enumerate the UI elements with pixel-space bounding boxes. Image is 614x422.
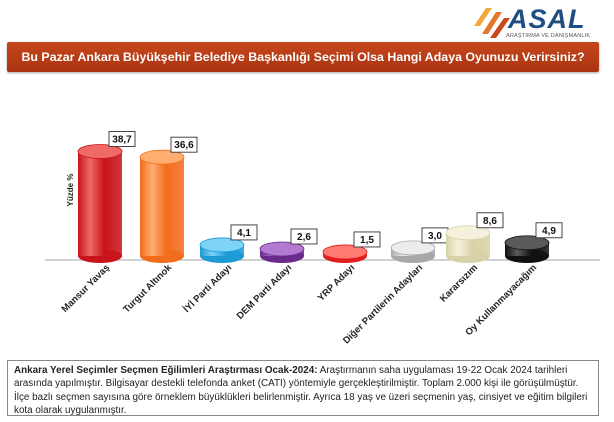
bar-0 — [77, 144, 123, 263]
bar-5 — [390, 240, 436, 263]
category-label-4: YRP Adayı — [316, 262, 357, 303]
bar-7 — [504, 235, 550, 263]
chart-title: Bu Pazar Ankara Büyükşehir Belediye Başk… — [21, 50, 585, 64]
value-label-0: 38,7 — [108, 131, 136, 147]
svg-text:38,7: 38,7 — [112, 135, 132, 146]
category-label-2: İYİ Parti Adayı — [181, 262, 234, 315]
methodology-body: Araştırmanın saha uygulaması 19-22 Ocak … — [14, 365, 588, 416]
bar-3 — [259, 241, 305, 263]
value-label-4: 1,5 — [353, 231, 381, 248]
bar-1 — [139, 149, 185, 263]
svg-text:4,9: 4,9 — [542, 226, 556, 237]
svg-text:3,0: 3,0 — [428, 231, 442, 242]
value-label-1: 36,6 — [170, 136, 198, 153]
bar-chart: Yüzde % 38,7 Mansur Yavaş 36,6 Turgut Altın… — [45, 131, 600, 346]
category-label-0: Mansur Yavaş — [60, 262, 112, 314]
logo-tagline: ARAŞTIRMA VE DANIŞMANLIK — [506, 33, 591, 39]
methodology-heading: Ankara Yerel Seçimler Seçmen Eğilimleri … — [14, 365, 318, 376]
asal-logo-mark-icon — [474, 8, 510, 38]
y-axis-label: Yüzde % — [66, 174, 75, 207]
value-label-3: 2,6 — [290, 228, 318, 245]
asal-logo: ASAL ARAŞTIRMA VE DANIŞMANLIK — [472, 4, 592, 42]
value-label-6: 8,6 — [476, 212, 504, 229]
svg-text:8,6: 8,6 — [483, 216, 497, 227]
chart-title-bar: Bu Pazar Ankara Büyükşehir Belediye Başk… — [7, 42, 599, 72]
value-label-7: 4,9 — [535, 222, 563, 239]
bar-4 — [322, 244, 368, 263]
category-label-6: Kararsızım — [438, 262, 480, 304]
svg-text:36,6: 36,6 — [174, 140, 194, 151]
svg-text:2,6: 2,6 — [297, 232, 311, 243]
bar-6 — [445, 225, 491, 263]
value-label-5: 3,0 — [421, 227, 449, 244]
svg-text:4,1: 4,1 — [237, 228, 251, 239]
category-label-1: Turgut Altınok — [121, 262, 174, 315]
methodology-note: Ankara Yerel Seçimler Seçmen Eğilimleri … — [7, 360, 599, 416]
category-label-5: Diğer Partilerin Adayları — [341, 262, 425, 346]
value-label-2: 4,1 — [230, 224, 258, 241]
svg-text:1,5: 1,5 — [360, 235, 374, 246]
category-label-3: DEM Parti Adayı — [235, 262, 294, 321]
logo-name: ASAL — [508, 4, 586, 34]
bar-2 — [199, 237, 245, 263]
